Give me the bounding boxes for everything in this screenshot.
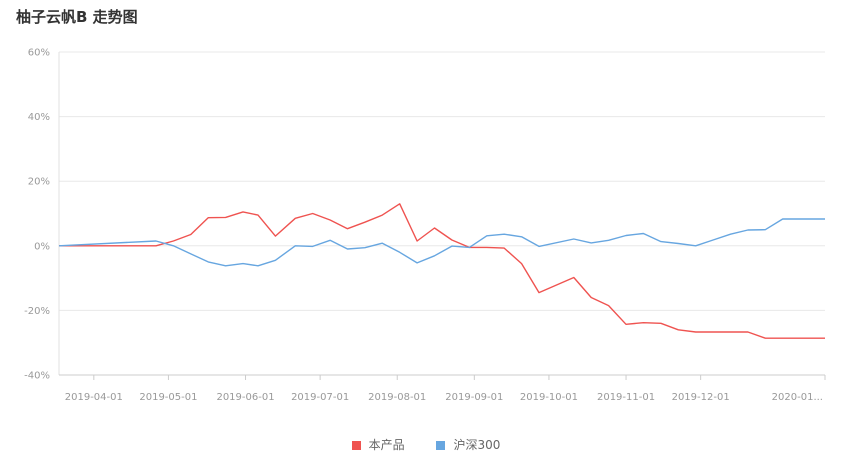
- x-tick-label: 2019-05-01: [139, 392, 197, 403]
- series-line-0: [59, 203, 825, 339]
- chart-title: 柚子云帆B 走势图: [16, 8, 138, 26]
- x-tick-label: 2019-06-01: [216, 392, 274, 403]
- y-tick-label: -40%: [24, 371, 50, 382]
- x-tick-label: 2019-08-01: [368, 392, 426, 403]
- legend: 本产品 沪深300: [0, 436, 852, 453]
- grid-lines: [59, 51, 825, 376]
- legend-swatch-product: [351, 441, 361, 450]
- x-tick-label: 2019-11-01: [597, 392, 655, 403]
- legend-item-csi300[interactable]: 沪深300: [436, 436, 500, 453]
- y-tick-label: 0%: [34, 241, 50, 252]
- y-tick-labels: 60% 40% 20% 0% -20% -40%: [24, 48, 50, 382]
- x-tick-label: 2019-12-01: [672, 392, 730, 403]
- x-tick-label: 2019-09-01: [445, 392, 503, 403]
- x-tick-label: 2019-04-01: [65, 392, 123, 403]
- series-line-1: [58, 218, 825, 267]
- legend-label-csi300: 沪深300: [453, 438, 501, 452]
- axes: [58, 52, 826, 380]
- legend-item-product[interactable]: 本产品: [351, 436, 405, 453]
- x-tick-label: 2020-01...: [772, 392, 823, 403]
- y-tick-label: -20%: [24, 306, 50, 317]
- series-lines: [58, 203, 825, 339]
- x-tick-label: 2019-07-01: [291, 392, 349, 403]
- y-tick-label: 60%: [28, 48, 50, 59]
- y-tick-label: 40%: [28, 112, 50, 123]
- x-tick-labels: 2019-04-01 2019-05-01 2019-06-01 2019-07-01…: [65, 392, 823, 403]
- x-tick-label: 2019-10-01: [520, 392, 578, 403]
- legend-swatch-csi300: [436, 441, 446, 450]
- legend-label-product: 本产品: [368, 438, 405, 452]
- y-tick-label: 20%: [28, 177, 50, 188]
